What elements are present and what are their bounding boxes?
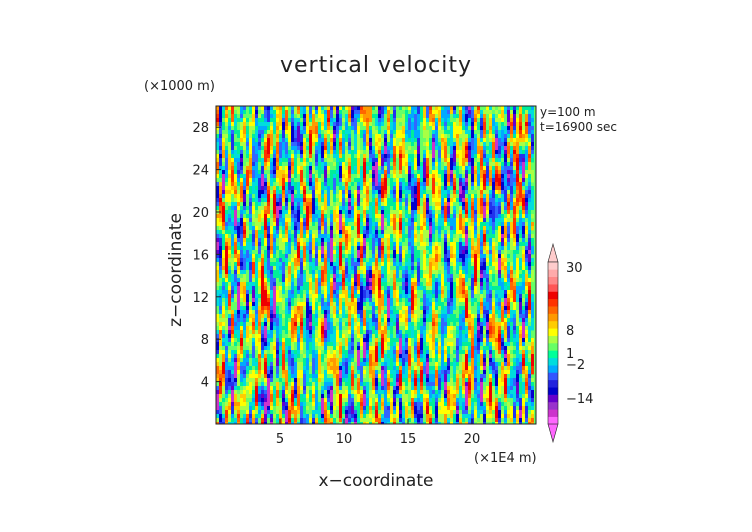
annotation-t: t=16900 sec (540, 120, 617, 134)
colorbar-segment-4 (548, 387, 558, 395)
y-tick-label-4: 20 (192, 206, 209, 221)
y-tick-label-5: 24 (192, 164, 209, 179)
y-unit-label: (×1000 m) (144, 79, 215, 94)
colorbar-segment-18 (548, 284, 558, 292)
colorbar-segment-17 (548, 291, 558, 300)
colorbar-tick-label-0: 30 (566, 261, 583, 276)
colorbar-tick-label-4: −14 (566, 392, 593, 407)
colorbar-segment-5 (548, 379, 558, 388)
colorbar-segment-16 (548, 298, 558, 307)
y-tick-label-6: 28 (192, 121, 209, 136)
y-axis-label: z−coordinate (166, 213, 186, 327)
colorbar-tick-label-1: 8 (566, 324, 574, 339)
colorbar-segment-12 (548, 328, 558, 336)
colorbar-segment-10 (548, 343, 558, 351)
colorbar-segment-0 (548, 416, 558, 425)
colorbar-segment-7 (548, 365, 558, 373)
x-unit-label: (×1E4 m) (474, 451, 537, 466)
x-tick-label-2: 15 (400, 432, 417, 447)
colorbar-segment-21 (548, 262, 558, 270)
x-tick-label-1: 10 (336, 432, 353, 447)
plot-frame (215, 105, 537, 425)
x-tick-label-3: 20 (464, 432, 481, 447)
colorbar-segment-2 (548, 401, 558, 410)
x-axis-label: x−coordinate (319, 471, 434, 491)
y-tick-label-1: 8 (201, 333, 209, 348)
colorbar-segment-15 (548, 306, 558, 314)
y-tick-label-2: 12 (192, 291, 209, 306)
chart-title: vertical velocity (280, 53, 472, 78)
colorbar-tick-label-3: −2 (566, 358, 585, 373)
colorbar: 30 8 1−2 −14 (547, 242, 593, 444)
colorbar-segment-14 (548, 313, 558, 322)
colorbar-segment-20 (548, 269, 558, 278)
velocity-field (216, 106, 536, 424)
y-tick-label-0: 4 (201, 376, 209, 391)
colorbar-segment-1 (548, 409, 558, 417)
colorbar-segment-6 (548, 372, 558, 381)
colorbar-segment-9 (548, 350, 558, 359)
colorbar-segment-11 (548, 335, 558, 344)
colorbar-segment-3 (548, 394, 558, 403)
annotation-y: y=100 m (540, 105, 596, 119)
colorbar-segment-8 (548, 357, 558, 366)
colorbar-segment-19 (548, 276, 558, 285)
y-tick-label-3: 16 (192, 248, 209, 263)
x-tick-label-0: 5 (276, 432, 284, 447)
x-axis: 5 10 15 20 (276, 419, 480, 447)
colorbar-segment-13 (548, 320, 558, 329)
y-axis: 4 8 12 16 20 24 28 (192, 121, 221, 391)
colorbar-tick-label-2: 1 (566, 347, 574, 362)
